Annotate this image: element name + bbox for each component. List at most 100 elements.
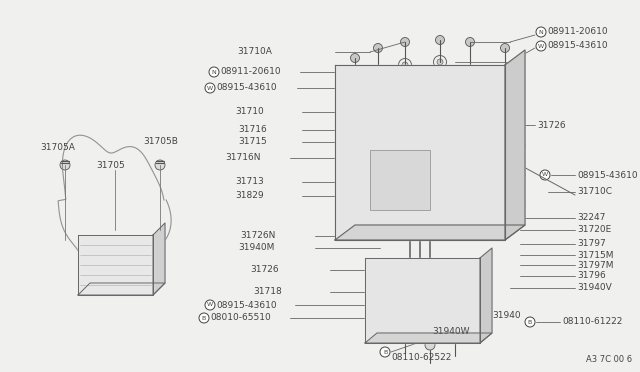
- Circle shape: [485, 179, 495, 189]
- Polygon shape: [365, 258, 480, 343]
- Text: 31940: 31940: [492, 311, 520, 320]
- Circle shape: [525, 317, 535, 327]
- Circle shape: [205, 300, 215, 310]
- Text: N: N: [539, 29, 543, 35]
- Circle shape: [60, 160, 70, 170]
- Text: B: B: [528, 320, 532, 324]
- Polygon shape: [365, 333, 492, 343]
- Circle shape: [380, 347, 390, 357]
- Text: 08915-43610: 08915-43610: [577, 170, 637, 180]
- Circle shape: [435, 35, 445, 45]
- Text: 31705B: 31705B: [143, 138, 178, 147]
- Circle shape: [485, 116, 495, 126]
- Circle shape: [460, 268, 470, 278]
- Circle shape: [374, 44, 383, 52]
- Circle shape: [139, 241, 147, 249]
- Circle shape: [401, 38, 410, 46]
- Text: 31726: 31726: [537, 121, 566, 129]
- Text: 31797: 31797: [577, 240, 605, 248]
- Circle shape: [347, 147, 359, 158]
- Circle shape: [209, 67, 219, 77]
- Text: A3 7C 00 6: A3 7C 00 6: [586, 355, 632, 364]
- Circle shape: [485, 210, 495, 220]
- Text: 31715M: 31715M: [577, 250, 614, 260]
- Text: 31710: 31710: [235, 108, 264, 116]
- Circle shape: [155, 160, 165, 170]
- Polygon shape: [335, 65, 505, 240]
- Circle shape: [437, 59, 443, 65]
- Bar: [370, 150, 430, 210]
- Circle shape: [465, 38, 474, 46]
- Polygon shape: [480, 248, 492, 343]
- Circle shape: [500, 44, 509, 52]
- Text: 31716N: 31716N: [225, 154, 260, 163]
- Circle shape: [518, 173, 522, 177]
- Text: 31710A: 31710A: [237, 48, 272, 57]
- Circle shape: [518, 202, 522, 208]
- Circle shape: [347, 124, 359, 136]
- Circle shape: [84, 281, 92, 289]
- Text: 31710C: 31710C: [577, 187, 612, 196]
- Text: 08110-61222: 08110-61222: [562, 317, 622, 327]
- Text: 31797M: 31797M: [577, 260, 614, 269]
- Circle shape: [400, 330, 410, 340]
- Circle shape: [425, 340, 435, 350]
- Text: 31940W: 31940W: [432, 327, 470, 337]
- Text: 08010-65510: 08010-65510: [210, 314, 271, 323]
- Circle shape: [540, 170, 550, 180]
- Text: 31713: 31713: [235, 177, 264, 186]
- Text: 31726N: 31726N: [240, 231, 275, 241]
- Circle shape: [518, 142, 522, 148]
- Text: W: W: [538, 44, 544, 48]
- Circle shape: [460, 323, 470, 333]
- Circle shape: [515, 170, 525, 180]
- Text: B: B: [383, 350, 387, 355]
- Circle shape: [402, 62, 408, 68]
- Text: 31940M: 31940M: [238, 244, 275, 253]
- Text: 31829: 31829: [235, 192, 264, 201]
- Circle shape: [377, 69, 383, 75]
- Circle shape: [515, 200, 525, 210]
- Circle shape: [536, 27, 546, 37]
- Text: 32247: 32247: [577, 214, 605, 222]
- Text: 31718: 31718: [253, 288, 282, 296]
- Circle shape: [84, 241, 92, 249]
- Circle shape: [347, 169, 359, 181]
- Polygon shape: [505, 50, 525, 240]
- Circle shape: [515, 140, 525, 150]
- Circle shape: [351, 54, 360, 62]
- Circle shape: [485, 85, 495, 95]
- Text: W: W: [207, 302, 213, 308]
- Text: 31940V: 31940V: [577, 283, 612, 292]
- Text: 08911-20610: 08911-20610: [547, 28, 607, 36]
- Circle shape: [205, 83, 215, 93]
- Text: 31796: 31796: [577, 272, 605, 280]
- Text: 31705A: 31705A: [40, 144, 75, 153]
- Polygon shape: [78, 283, 165, 295]
- Text: 08915-43610: 08915-43610: [216, 83, 276, 93]
- Text: 08110-62522: 08110-62522: [391, 353, 451, 362]
- Circle shape: [374, 322, 386, 334]
- Text: 31726: 31726: [250, 266, 278, 275]
- Text: 08915-43610: 08915-43610: [216, 301, 276, 310]
- Text: B: B: [202, 315, 206, 321]
- Text: N: N: [212, 70, 216, 74]
- Polygon shape: [78, 235, 153, 295]
- Text: 31716: 31716: [238, 125, 267, 135]
- Circle shape: [374, 267, 386, 279]
- Text: 31705: 31705: [96, 160, 125, 170]
- Text: 31720E: 31720E: [577, 225, 611, 234]
- Polygon shape: [153, 223, 165, 295]
- Circle shape: [536, 41, 546, 51]
- Polygon shape: [335, 225, 525, 240]
- Circle shape: [485, 148, 495, 157]
- Circle shape: [450, 333, 460, 343]
- Text: 08915-43610: 08915-43610: [547, 42, 607, 51]
- Text: 08911-20610: 08911-20610: [220, 67, 280, 77]
- Circle shape: [347, 214, 359, 226]
- Text: W: W: [542, 173, 548, 177]
- Circle shape: [347, 192, 359, 203]
- Text: W: W: [207, 86, 213, 90]
- Circle shape: [347, 79, 359, 91]
- Text: 31715: 31715: [238, 138, 267, 147]
